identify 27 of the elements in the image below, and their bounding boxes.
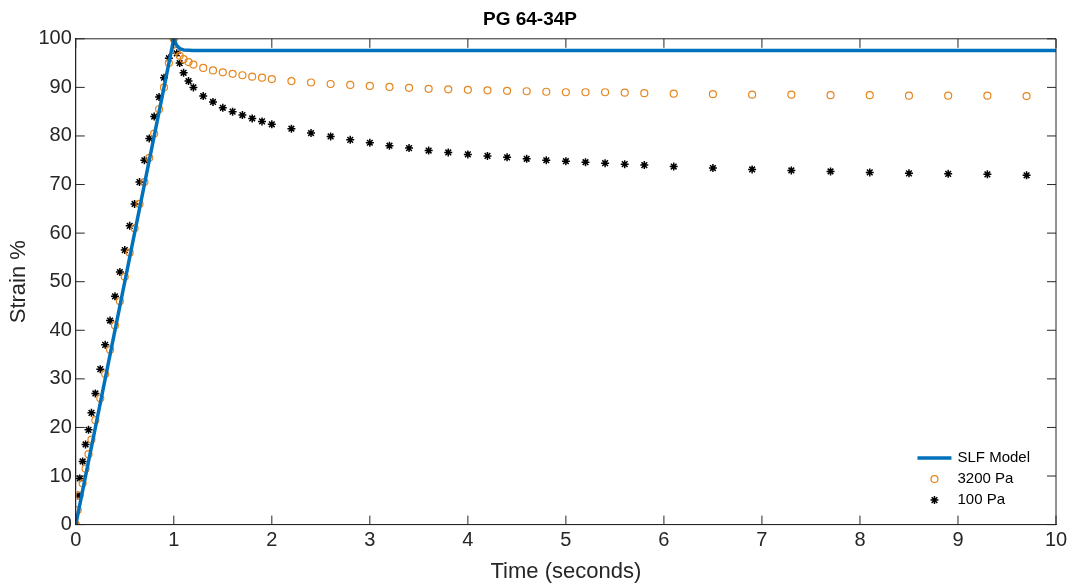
y-tick-label: 10: [49, 463, 72, 486]
y-tick-label: 40: [49, 317, 72, 340]
legend-label: 100 Pa: [957, 490, 1006, 508]
y-tick-label: 50: [49, 269, 72, 292]
y-tick-label: 60: [49, 220, 72, 243]
y-tick-label: 20: [49, 414, 72, 437]
x-tick-label: 7: [756, 528, 768, 551]
y-tick-label: 0: [60, 512, 72, 535]
x-tick-label: 1: [168, 528, 180, 551]
x-tick-label: 9: [952, 528, 964, 551]
legend-label: 3200 Pa: [957, 469, 1015, 487]
x-tick-label: 5: [560, 528, 572, 551]
legend-label: SLF Model: [957, 448, 1031, 466]
x-tick-label: 10: [1044, 528, 1068, 551]
x-tick-label: 3: [364, 528, 376, 551]
y-tick-label: 90: [49, 74, 72, 97]
x-tick-label: 2: [266, 528, 278, 551]
x-tick-label: 4: [462, 528, 474, 551]
x-tick-label: 8: [854, 528, 866, 551]
y-axis-title: Strain %: [5, 240, 31, 324]
x-axis-title: Time (seconds): [490, 557, 642, 583]
x-tick-label: 6: [658, 528, 670, 551]
y-tick-label: 70: [49, 172, 72, 195]
y-tick-label: 80: [49, 123, 72, 146]
y-tick-label: 100: [38, 26, 72, 49]
y-tick-label: 30: [49, 366, 72, 389]
chart-title: PG 64-34P: [483, 7, 578, 29]
